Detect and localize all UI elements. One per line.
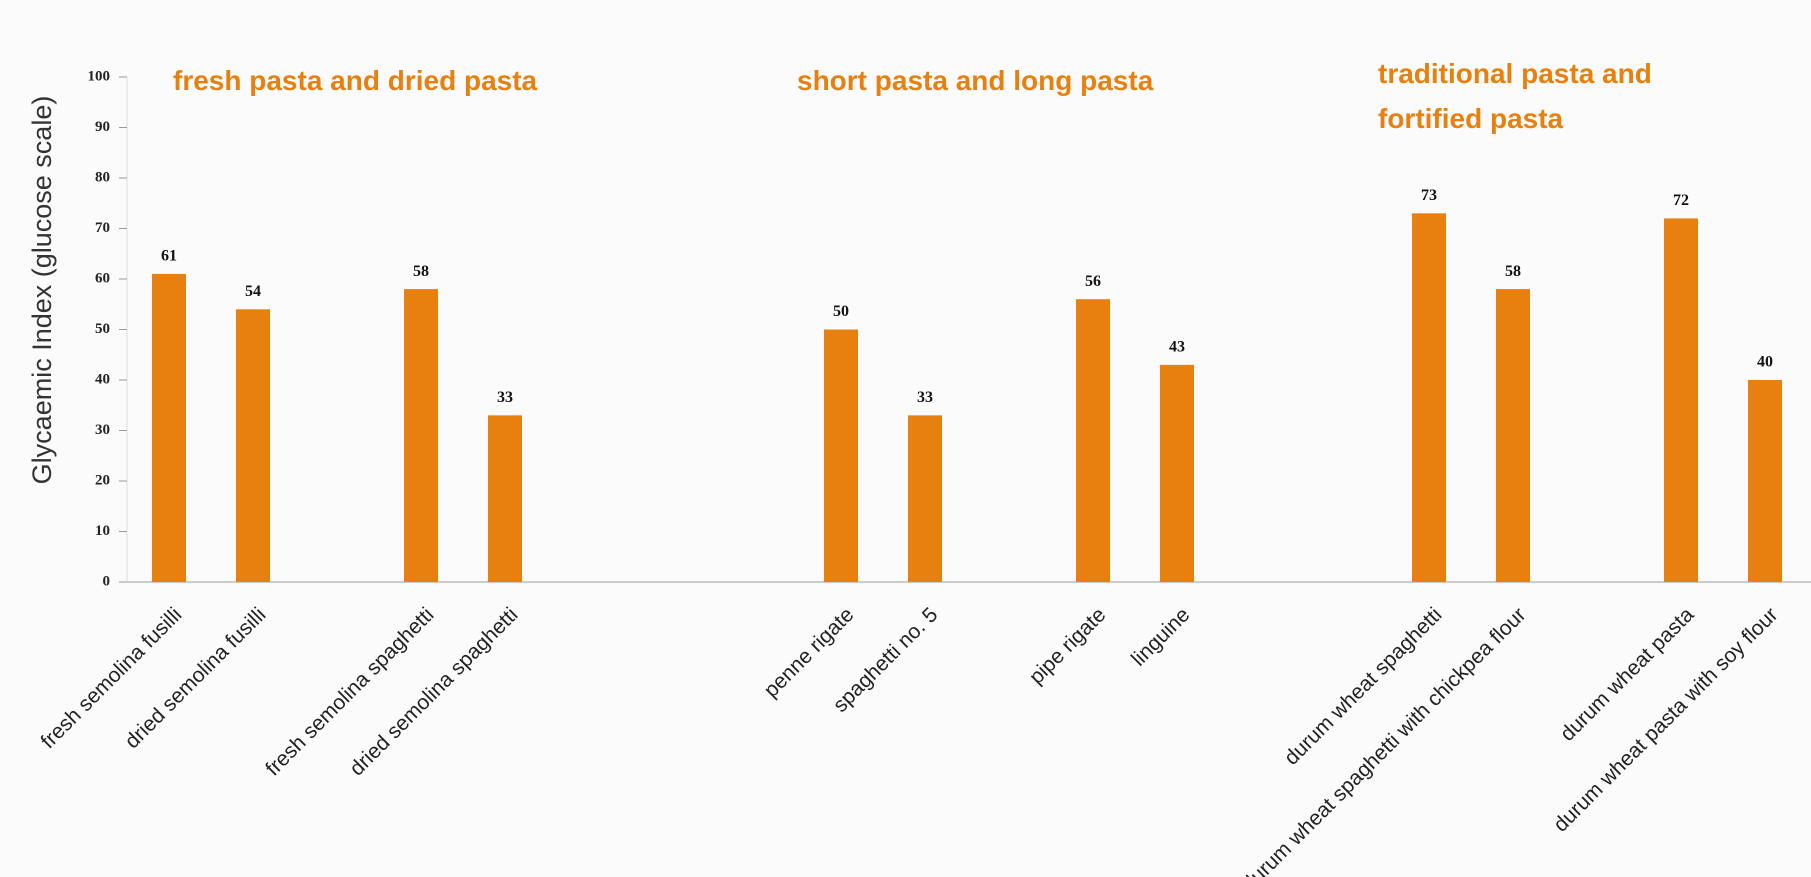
value-label: 40 — [1757, 354, 1773, 371]
x-tick-label: dried semolina spaghetti — [345, 603, 522, 780]
value-label: 33 — [497, 389, 513, 406]
annotation: fresh pasta and dried pasta — [173, 65, 538, 96]
bar — [1076, 299, 1110, 582]
bar — [152, 273, 186, 582]
value-label: 33 — [917, 389, 933, 406]
value-label: 61 — [161, 248, 177, 265]
y-tick-label: 30 — [95, 422, 110, 438]
y-tick-label: 0 — [103, 573, 111, 589]
x-tick-label: linguine — [1127, 603, 1194, 670]
x-tick-label: durum wheat spaghetti — [1280, 603, 1447, 770]
bar — [1664, 218, 1698, 582]
y-tick-label: 50 — [95, 321, 110, 337]
value-label: 56 — [1085, 273, 1101, 290]
y-tick-label: 60 — [95, 270, 110, 286]
value-label: 72 — [1673, 192, 1689, 209]
annotation: short pasta and long pasta — [797, 65, 1154, 96]
bar — [1748, 380, 1782, 582]
bar — [1496, 289, 1530, 582]
y-axis-label: Glycaemic Index (glucose scale) — [27, 96, 57, 485]
annotation: traditional pasta and fortified pasta — [1378, 58, 1652, 134]
x-tick-label: dried semolina fusilli — [120, 603, 270, 753]
value-label: 58 — [413, 263, 429, 280]
value-label: 43 — [1169, 339, 1185, 356]
y-tick-label: 70 — [95, 220, 110, 236]
y-tick-label: 20 — [95, 472, 110, 488]
bar — [1160, 364, 1194, 582]
value-label: 50 — [833, 303, 849, 320]
value-label: 73 — [1421, 187, 1437, 204]
x-tick-label: durum wheat spaghetti with chickpea flou… — [1238, 603, 1531, 877]
y-tick-label: 80 — [95, 169, 110, 185]
y-tick-label: 40 — [95, 371, 110, 387]
x-tick-label: fresh semolina fusilli — [36, 603, 186, 753]
x-tick-label: fresh semolina spaghetti — [261, 603, 438, 780]
y-tick-label: 10 — [95, 523, 110, 539]
value-label: 58 — [1505, 263, 1521, 280]
bar — [1412, 213, 1446, 582]
bar — [908, 415, 942, 582]
bar — [404, 289, 438, 582]
y-tick-label: 100 — [88, 68, 111, 84]
bar — [824, 329, 858, 582]
value-label: 54 — [245, 283, 261, 300]
y-tick-label: 90 — [95, 119, 110, 135]
x-tick-label: pipe rigate — [1025, 603, 1111, 689]
bar — [488, 415, 522, 582]
bar — [236, 309, 270, 582]
